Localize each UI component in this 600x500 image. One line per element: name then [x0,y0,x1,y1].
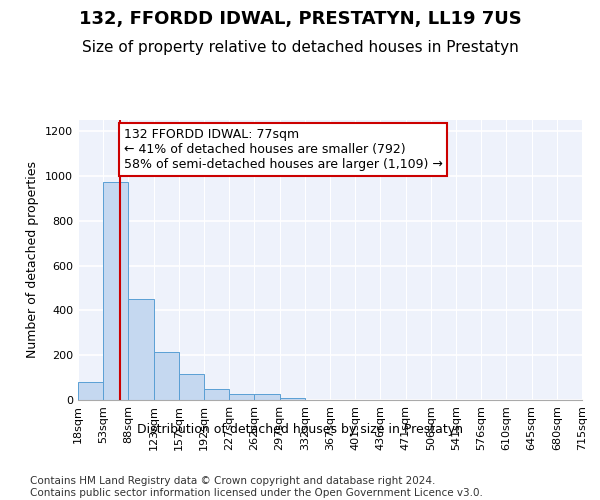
Bar [179,374,204,400]
Bar [254,394,280,400]
Bar [103,182,128,400]
Bar [280,398,305,400]
Text: 132 FFORDD IDWAL: 77sqm
← 41% of detached houses are smaller (792)
58% of semi-d: 132 FFORDD IDWAL: 77sqm ← 41% of detache… [124,128,442,171]
Text: Size of property relative to detached houses in Prestatyn: Size of property relative to detached ho… [82,40,518,55]
Text: Contains HM Land Registry data © Crown copyright and database right 2024.
Contai: Contains HM Land Registry data © Crown c… [30,476,483,498]
Text: 132, FFORDD IDWAL, PRESTATYN, LL19 7US: 132, FFORDD IDWAL, PRESTATYN, LL19 7US [79,10,521,28]
Bar [128,299,154,400]
Bar [204,389,229,400]
Bar [154,352,179,400]
Text: Distribution of detached houses by size in Prestatyn: Distribution of detached houses by size … [137,422,463,436]
Y-axis label: Number of detached properties: Number of detached properties [26,162,40,358]
Bar [78,382,103,400]
Bar [229,394,254,400]
